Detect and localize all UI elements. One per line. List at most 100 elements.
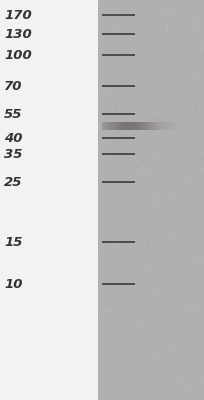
Bar [118,180,119,182]
Bar [169,291,171,293]
Bar [137,250,139,253]
Bar [162,90,164,92]
Bar [154,122,155,130]
Bar [135,80,137,82]
Bar [151,103,153,105]
Bar [180,156,181,158]
Bar [164,122,165,130]
Bar [170,122,171,130]
Bar [116,227,118,229]
Bar [112,12,113,15]
Bar [116,271,118,274]
Bar [189,340,190,343]
Bar [152,293,154,296]
Bar [192,314,194,317]
Bar [161,287,163,290]
Bar [172,96,173,98]
Bar [180,267,181,270]
Bar [161,99,163,101]
Bar [124,312,126,315]
Bar [194,72,195,74]
Bar [173,198,174,200]
Bar [175,326,176,328]
Bar [130,332,131,334]
Bar [102,283,104,285]
Bar [195,7,196,10]
Bar [143,122,144,130]
Bar [162,43,164,45]
Bar [99,80,101,83]
Bar [107,261,109,263]
Bar [144,12,145,14]
Bar [144,364,146,366]
Bar [128,216,130,219]
Bar [183,375,185,377]
Bar [161,277,163,280]
Bar [157,159,159,161]
Bar [181,178,182,181]
Bar [111,92,113,95]
Bar [119,108,121,111]
Bar [116,218,118,220]
Bar [183,45,184,47]
Bar [134,144,135,147]
Bar [161,243,163,245]
Bar [125,60,127,62]
Bar [184,216,186,219]
Bar [196,43,198,45]
Bar [150,330,152,332]
Bar [177,120,179,123]
Bar [110,308,112,311]
Bar [166,86,168,89]
Bar [129,248,130,250]
Bar [108,320,109,322]
Bar [190,17,192,19]
Bar [101,64,102,66]
Bar [132,72,134,74]
Bar [183,181,185,183]
Bar [113,358,115,360]
Bar [153,200,155,202]
Bar [106,345,108,347]
Bar [165,332,166,334]
Bar [154,123,156,126]
Bar [114,38,115,41]
Bar [163,352,165,354]
Bar [165,371,167,374]
Bar [137,122,138,130]
Bar [99,178,101,181]
Bar [164,328,166,330]
Bar [176,41,177,44]
Bar [192,40,194,42]
Bar [161,53,162,55]
Bar [193,194,195,196]
Bar [122,347,124,350]
Bar [133,272,134,274]
Bar [162,185,164,188]
Bar [113,2,114,4]
Bar [150,366,152,368]
Bar [190,327,191,329]
Bar [103,122,104,130]
Bar [192,110,194,112]
Bar [181,72,183,75]
Bar [138,308,139,311]
Bar [117,15,118,17]
Bar [163,122,164,130]
Bar [113,62,114,64]
Bar [199,348,200,351]
Bar [171,122,172,130]
Bar [176,220,178,223]
Bar [112,136,114,139]
Bar [172,281,173,283]
Bar [150,388,152,390]
Bar [196,76,197,79]
Bar [172,148,174,150]
Bar [146,159,148,161]
Bar [118,119,119,121]
Bar [196,206,198,208]
Bar [169,172,170,175]
Bar [136,205,138,208]
Bar [135,394,137,396]
Bar [168,198,170,200]
